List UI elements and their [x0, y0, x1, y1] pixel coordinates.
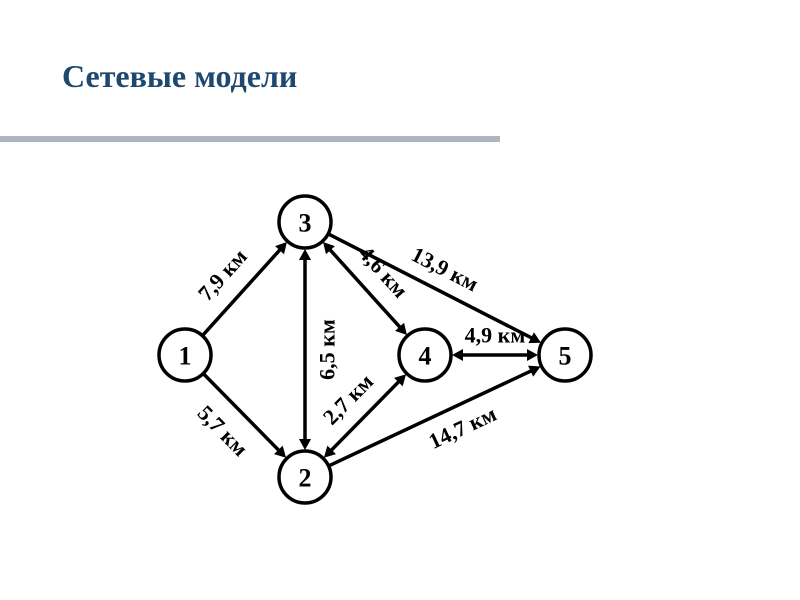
edge-label-4-5: 4,9 км — [465, 323, 526, 348]
arrowhead — [299, 249, 311, 260]
arrowhead — [299, 439, 311, 450]
edge-labels-group: 7,9 км13,9 км5,7 км6,5 км4,6 км2,7 км4,9… — [193, 241, 526, 461]
node-label-5: 5 — [559, 342, 572, 371]
node-label-2: 2 — [299, 464, 312, 493]
node-label-3: 3 — [299, 209, 312, 238]
nodes-group: 1 2 3 4 5 — [159, 196, 591, 503]
slide-title: Сетевые модели — [62, 58, 297, 95]
arrowhead — [527, 349, 538, 361]
edge-label-1-2: 5,7 км — [193, 400, 253, 461]
edge-label-3-5: 13,9 км — [407, 241, 482, 296]
title-divider — [0, 136, 500, 142]
node-label-1: 1 — [179, 342, 192, 371]
node-label-4: 4 — [419, 342, 432, 371]
edge-label-1-3: 7,9 км — [193, 244, 252, 306]
edge-label-2-5: 14,7 км — [425, 401, 501, 454]
edge-label-2-3: 6,5 км — [315, 319, 340, 380]
arrowhead — [452, 349, 463, 361]
